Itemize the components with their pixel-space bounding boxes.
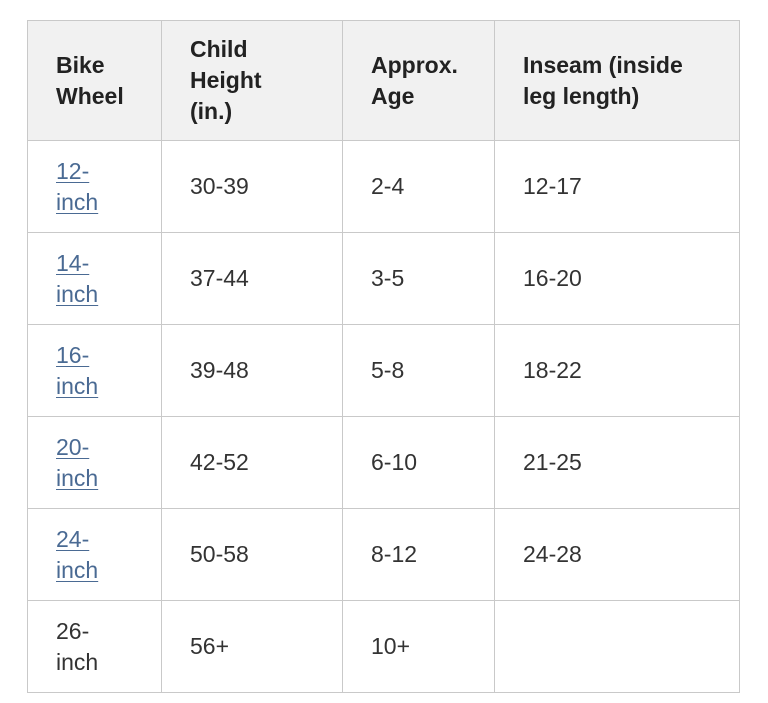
header-child-height: Child Height (in.) [161, 20, 343, 141]
wheel-text-wrap: 26-inch [56, 616, 116, 678]
cell-inseam: 16-20 [494, 232, 740, 325]
cell-approx-age: 10+ [342, 600, 495, 693]
wheel-text-wrap: 12-inch [56, 156, 116, 218]
cell-child-height: 39-48 [161, 324, 343, 417]
cell-approx-age-value: 2-4 [371, 173, 405, 199]
cell-approx-age-value: 5-8 [371, 357, 405, 383]
table-header: Bike Wheel Child Height (in.) Approx. Ag… [27, 20, 740, 141]
cell-inseam: 18-22 [494, 324, 740, 417]
cell-approx-age: 8-12 [342, 508, 495, 601]
table-row: 12-inch 30-39 2-4 12-17 [27, 140, 740, 233]
wheel-size-link[interactable]: 16-inch [56, 341, 99, 399]
cell-inseam-value: 16-20 [523, 265, 582, 291]
cell-approx-age: 5-8 [342, 324, 495, 417]
table-row: 14-inch 37-44 3-5 16-20 [27, 232, 740, 325]
wheel-text-wrap: 24-inch [56, 524, 116, 586]
cell-child-height: 56+ [161, 600, 343, 693]
header-bike-wheel: Bike Wheel [27, 20, 162, 141]
cell-inseam: 24-28 [494, 508, 740, 601]
wheel-text-wrap: 14-inch [56, 248, 116, 310]
wheel-size-link[interactable]: 12-inch [56, 157, 99, 215]
header-child-height-label: Child Height (in.) [190, 36, 262, 124]
wheel-size-link[interactable]: 20-inch [56, 433, 99, 491]
cell-bike-wheel: 24-inch [27, 508, 162, 601]
cell-approx-age: 3-5 [342, 232, 495, 325]
cell-approx-age-value: 8-12 [371, 541, 418, 567]
cell-child-height-value: 56+ [190, 633, 230, 659]
cell-bike-wheel: 16-inch [27, 324, 162, 417]
cell-bike-wheel: 20-inch [27, 416, 162, 509]
table-row: 16-inch 39-48 5-8 18-22 [27, 324, 740, 417]
wheel-size-text: 26-inch [56, 617, 99, 675]
cell-inseam: 21-25 [494, 416, 740, 509]
header-approx-age: Approx. Age [342, 20, 495, 141]
cell-child-height: 30-39 [161, 140, 343, 233]
cell-inseam [494, 600, 740, 693]
cell-approx-age-value: 10+ [371, 633, 411, 659]
cell-approx-age-value: 3-5 [371, 265, 405, 291]
cell-bike-wheel: 26-inch [27, 600, 162, 693]
bike-size-chart: Bike Wheel Child Height (in.) Approx. Ag… [27, 20, 740, 693]
wheel-size-link[interactable]: 24-inch [56, 525, 99, 583]
cell-child-height: 37-44 [161, 232, 343, 325]
cell-child-height-value: 50-58 [190, 541, 249, 567]
cell-inseam-value: 21-25 [523, 449, 582, 475]
table-row: 24-inch 50-58 8-12 24-28 [27, 508, 740, 601]
table-body: 12-inch 30-39 2-4 12-17 14-inch 37-44 3-5 16-20… [27, 140, 740, 693]
cell-child-height: 50-58 [161, 508, 343, 601]
cell-approx-age: 2-4 [342, 140, 495, 233]
cell-approx-age: 6-10 [342, 416, 495, 509]
bike-size-table: Bike Wheel Child Height (in.) Approx. Ag… [27, 20, 740, 693]
wheel-text-wrap: 20-inch [56, 432, 116, 494]
header-approx-age-label: Approx. Age [371, 51, 458, 109]
table-row: 20-inch 42-52 6-10 21-25 [27, 416, 740, 509]
cell-child-height-value: 42-52 [190, 449, 249, 475]
table-row: 26-inch 56+ 10+ [27, 600, 740, 693]
header-inseam-label: Inseam (inside leg length) [523, 51, 683, 109]
cell-bike-wheel: 12-inch [27, 140, 162, 233]
cell-inseam-value: 24-28 [523, 541, 582, 567]
header-row: Bike Wheel Child Height (in.) Approx. Ag… [27, 20, 740, 141]
cell-approx-age-value: 6-10 [371, 449, 418, 475]
cell-child-height-value: 39-48 [190, 357, 249, 383]
cell-inseam-value: 12-17 [523, 173, 582, 199]
cell-bike-wheel: 14-inch [27, 232, 162, 325]
cell-child-height: 42-52 [161, 416, 343, 509]
wheel-size-link[interactable]: 14-inch [56, 249, 99, 307]
cell-inseam: 12-17 [494, 140, 740, 233]
cell-inseam-value: 18-22 [523, 357, 582, 383]
cell-child-height-value: 30-39 [190, 173, 249, 199]
wheel-text-wrap: 16-inch [56, 340, 116, 402]
header-bike-wheel-label: Bike Wheel [56, 51, 124, 109]
cell-child-height-value: 37-44 [190, 265, 249, 291]
header-inseam: Inseam (inside leg length) [494, 20, 740, 141]
